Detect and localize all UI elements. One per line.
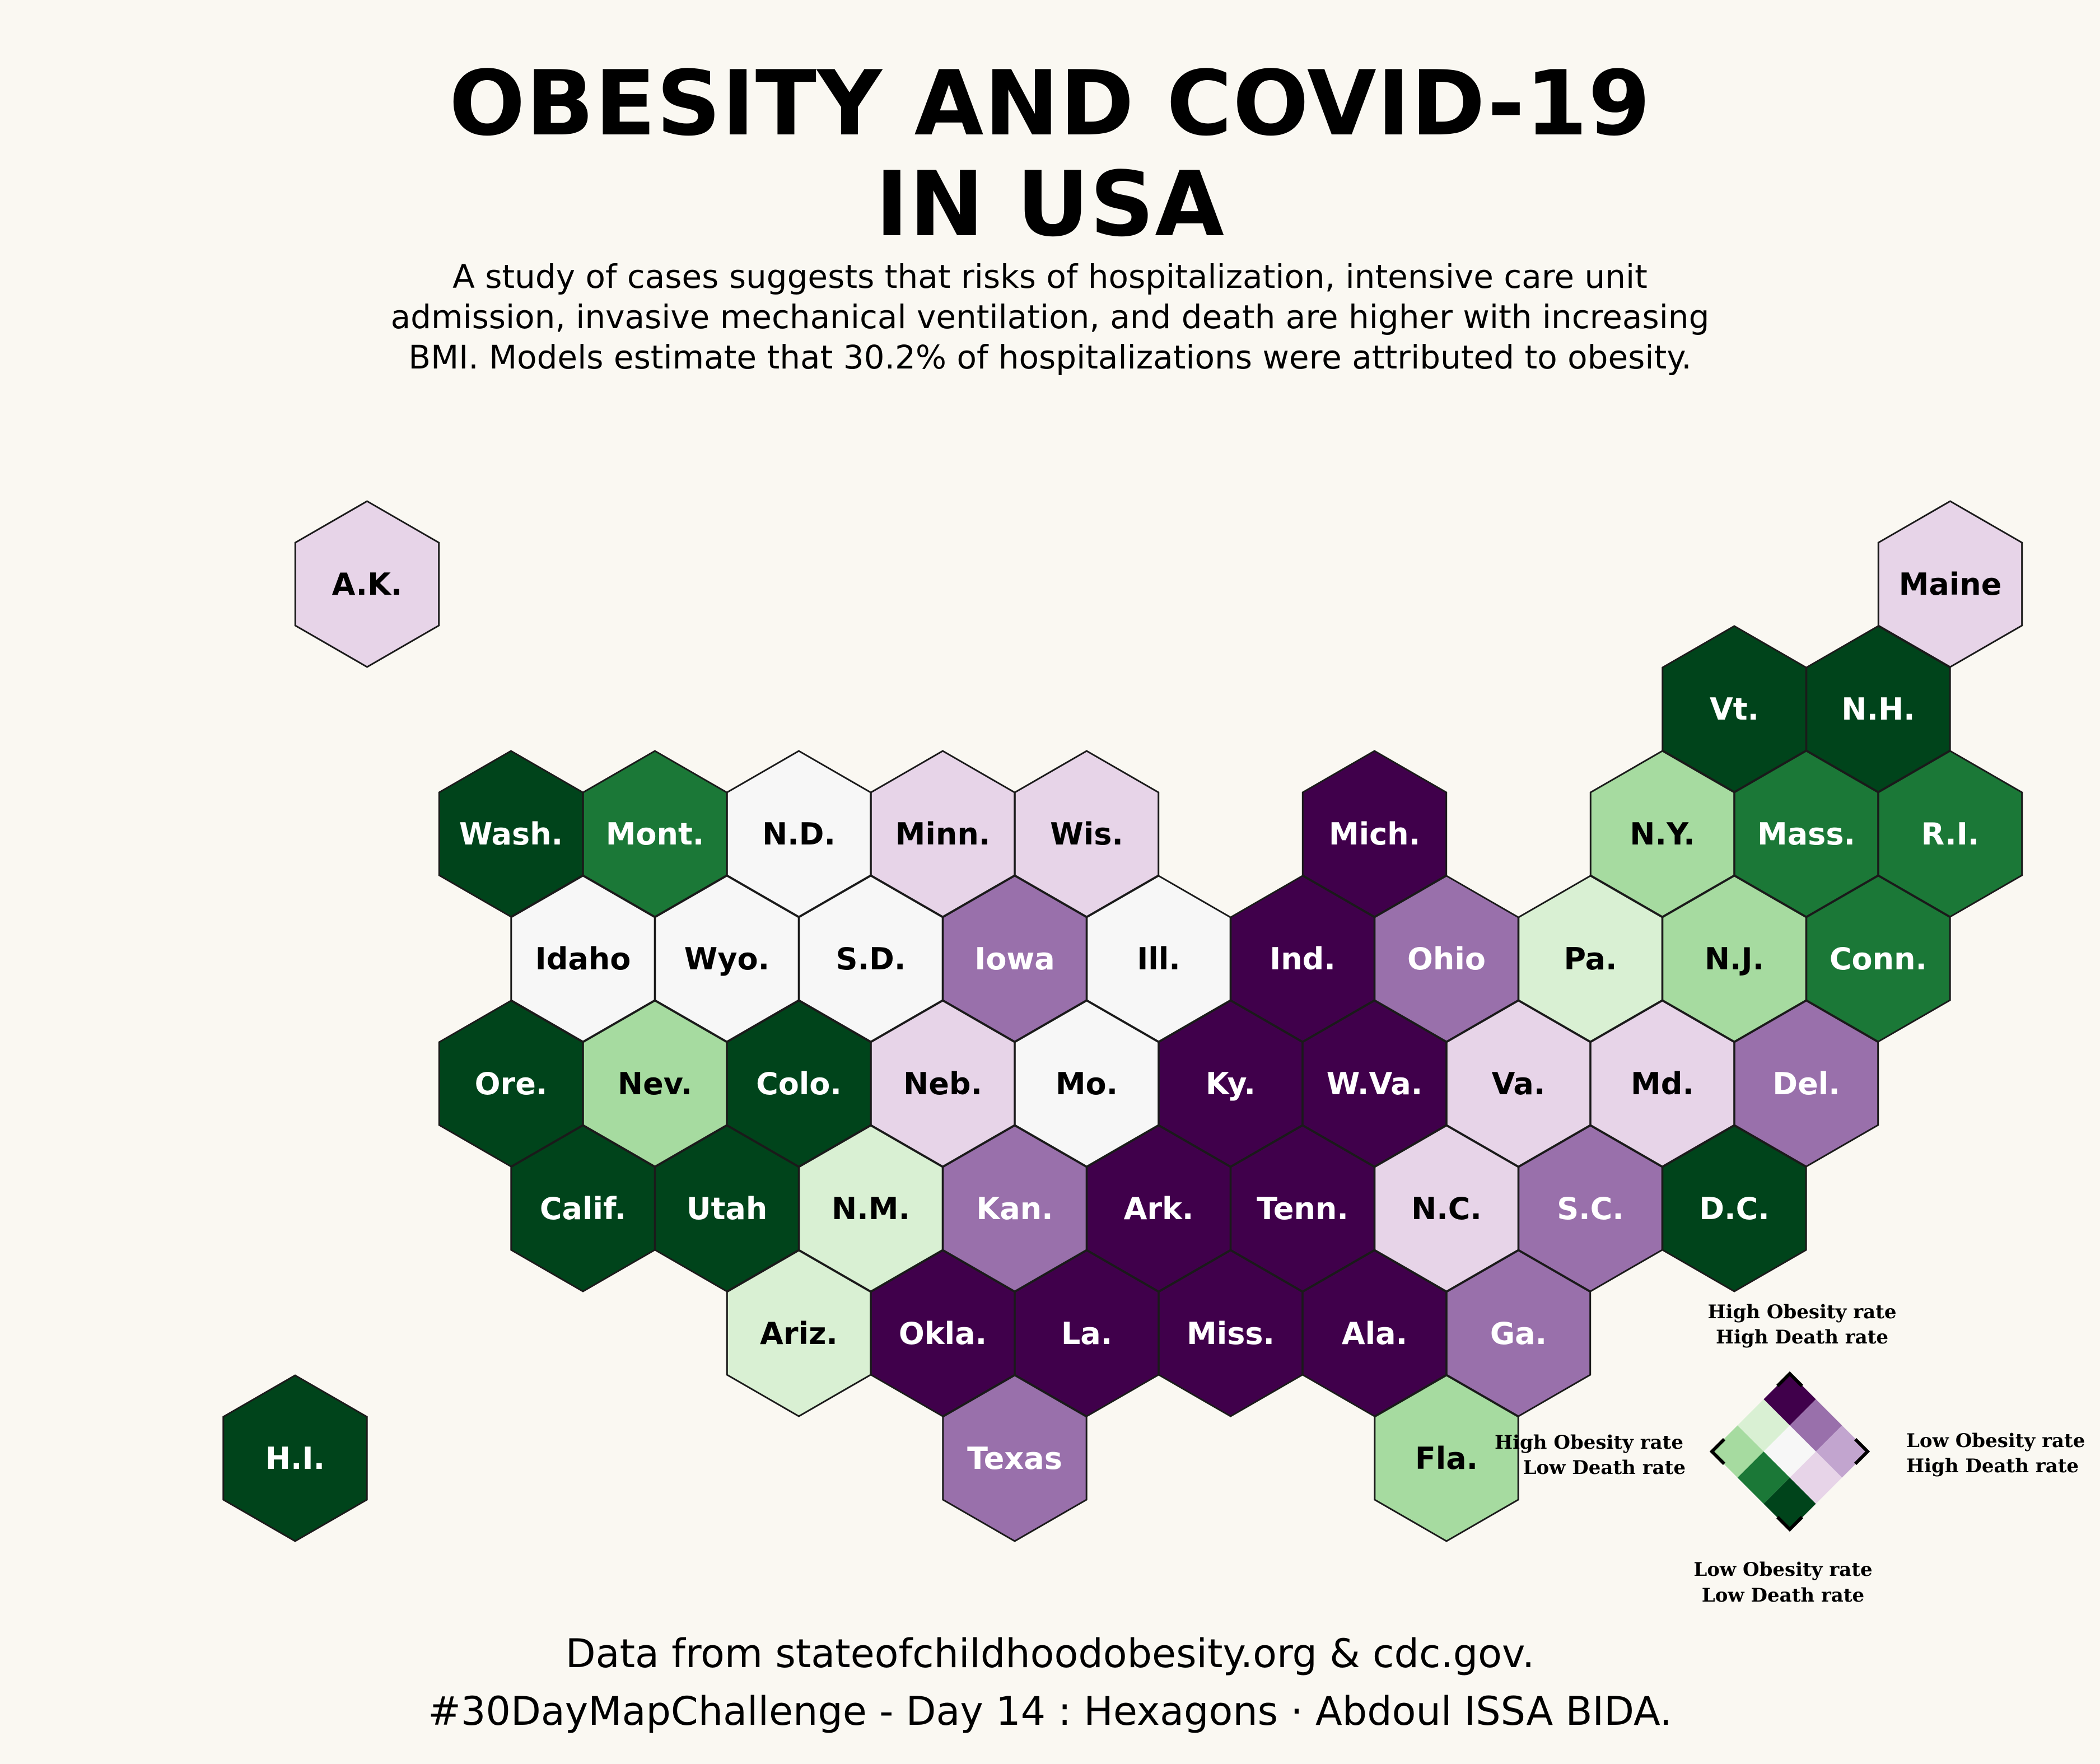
state-label-wash: Wash.	[459, 816, 563, 852]
state-label-nev: Nev.	[618, 1066, 692, 1102]
state-label-miss: Miss.	[1187, 1316, 1275, 1351]
legend-arrow-top	[1776, 1371, 1804, 1388]
title-line-2: IN USA	[875, 152, 1225, 256]
subtitle: A study of cases suggests that risks of …	[322, 256, 1778, 377]
legend-cell-2-0	[1711, 1425, 1764, 1478]
bivariate-legend: High Obesity rate High Death rate High O…	[1495, 1301, 2085, 1607]
state-label-la: La.	[1061, 1316, 1112, 1351]
state-hex-d-c	[1662, 1124, 1807, 1292]
state-label-s-c: S.C.	[1557, 1191, 1624, 1226]
state-label-n-j: N.J.	[1705, 941, 1764, 977]
state-label-n-d: N.D.	[762, 816, 836, 852]
state-label-h-i: H.I.	[265, 1441, 325, 1476]
state-label-vt: Vt.	[1710, 692, 1759, 727]
state-label-r-i: R.I.	[1921, 816, 1980, 852]
state-label-mich: Mich.	[1329, 816, 1420, 852]
state-label-neb: Neb.	[903, 1066, 982, 1102]
state-label-md: Md.	[1631, 1066, 1694, 1102]
footer-credits: Data from stateofchildhoodobesity.org & …	[0, 1625, 2100, 1740]
state-label-va: Va.	[1492, 1066, 1546, 1102]
footer-source: Data from stateofchildhoodobesity.org & …	[565, 1631, 1535, 1677]
state-label-fla: Fla.	[1415, 1441, 1478, 1476]
state-label-ariz: Ariz.	[760, 1316, 838, 1351]
legend-top-line-2: High Death rate	[1716, 1326, 1888, 1348]
legend-left-line-2: Low Death rate	[1523, 1457, 1686, 1479]
state-label-kan: Kan.	[976, 1191, 1053, 1226]
state-label-minn: Minn.	[895, 816, 991, 852]
subtitle-line-3: BMI. Models estimate that 30.2% of hospi…	[408, 338, 1692, 376]
legend-left-line-1: High Obesity rate	[1495, 1431, 1683, 1454]
legend-cell-2-2	[1763, 1477, 1816, 1530]
state-label-n-c: N.C.	[1411, 1191, 1482, 1226]
state-label-w-va: W.Va.	[1327, 1066, 1422, 1102]
legend-cell-0-2	[1816, 1425, 1869, 1478]
state-hexes: A.K. Maine Vt. N.H. Wash. Mont. N.D. Minn. Wis. M…	[222, 500, 2023, 1542]
legend-cell-0-0	[1763, 1373, 1816, 1426]
state-label-ga: Ga.	[1490, 1316, 1547, 1351]
legend-arrows	[1709, 1371, 1870, 1532]
state-hex-fla	[1374, 1374, 1519, 1542]
footer-credit: #30DayMapChallenge - Day 14 : Hexagons ·…	[428, 1688, 1672, 1734]
legend-bottom-line-2: Low Death rate	[1702, 1584, 1864, 1607]
state-label-a-k: A.K.	[332, 567, 403, 602]
state-label-n-h: N.H.	[1841, 692, 1915, 727]
state-label-ky: Ky.	[1206, 1066, 1256, 1102]
state-label-iowa: Iowa	[974, 941, 1055, 977]
subtitle-line-2: admission, invasive mechanical ventilati…	[390, 298, 1710, 336]
state-label-pa: Pa.	[1564, 941, 1617, 977]
state-label-ill: Ill.	[1137, 941, 1180, 977]
state-label-mass: Mass.	[1757, 816, 1855, 852]
state-label-okla: Okla.	[899, 1316, 987, 1351]
state-label-colo: Colo.	[756, 1066, 842, 1102]
state-label-s-d: S.D.	[836, 941, 906, 977]
state-label-idaho: Idaho	[535, 941, 631, 977]
state-label-ind: Ind.	[1270, 941, 1336, 977]
state-label-mo: Mo.	[1056, 1066, 1118, 1102]
title-line-1: OBESITY AND COVID-19	[449, 51, 1651, 156]
state-label-ohio: Ohio	[1407, 941, 1486, 977]
state-label-wyo: Wyo.	[684, 941, 769, 977]
subtitle-line-1: A study of cases suggests that risks of …	[452, 258, 1648, 296]
state-label-d-c: D.C.	[1699, 1191, 1769, 1226]
state-label-mont: Mont.	[606, 816, 704, 852]
state-label-maine: Maine	[1899, 567, 2002, 602]
state-label-tenn: Tenn.	[1257, 1191, 1348, 1226]
legend-right-line-1: Low Obesity rate	[1906, 1430, 2085, 1452]
state-label-n-y: N.Y.	[1630, 816, 1695, 852]
state-label-del: Del.	[1772, 1066, 1840, 1102]
state-label-ore: Ore.	[475, 1066, 548, 1102]
legend-bottom-line-1: Low Obesity rate	[1693, 1558, 1872, 1581]
state-hex-texas	[942, 1374, 1088, 1542]
legend-top-line-1: High Obesity rate	[1707, 1301, 1896, 1323]
state-label-conn: Conn.	[1830, 941, 1927, 977]
legend-arrow-right	[1854, 1438, 1870, 1466]
state-label-ark: Ark.	[1124, 1191, 1194, 1226]
legend-right-line-2: High Death rate	[1906, 1455, 2079, 1477]
map-title: OBESITY AND COVID-19 IN USA	[0, 53, 2100, 255]
state-label-ala: Ala.	[1342, 1316, 1407, 1351]
legend-grid	[1711, 1373, 1869, 1530]
state-label-texas: Texas	[967, 1441, 1062, 1476]
state-label-utah: Utah	[687, 1191, 768, 1226]
state-label-calif: Calif.	[540, 1191, 626, 1226]
legend-arrow-left	[1709, 1438, 1726, 1466]
state-label-n-m: N.M.	[832, 1191, 910, 1226]
state-label-wis: Wis.	[1050, 816, 1123, 852]
legend-arrow-bottom	[1776, 1515, 1804, 1532]
legend-cell-1-1	[1763, 1425, 1816, 1478]
state-hex-a-k	[294, 500, 440, 668]
state-hex-h-i	[222, 1374, 368, 1542]
